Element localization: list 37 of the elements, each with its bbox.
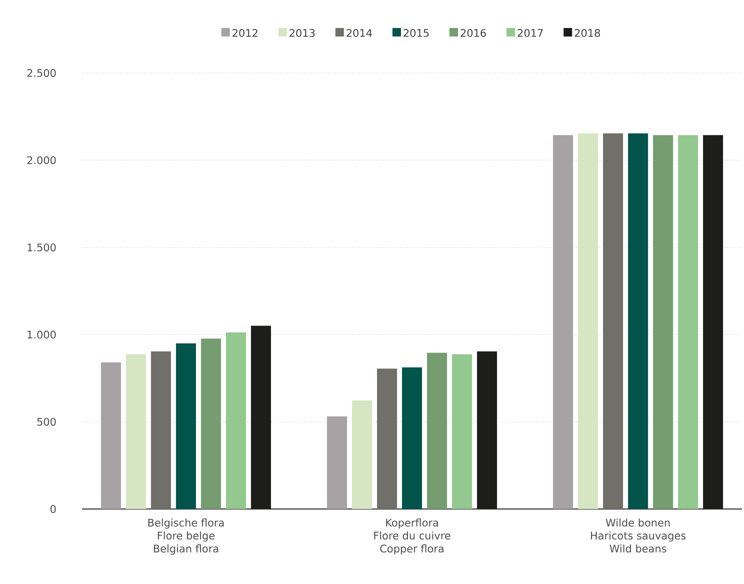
bar	[678, 135, 698, 509]
bar	[327, 416, 347, 509]
bar	[226, 332, 246, 509]
bar	[477, 351, 498, 509]
y-tick-label: 2.500	[27, 69, 56, 77]
legend-label: 2017	[518, 29, 543, 37]
bar	[100, 362, 121, 509]
legend-label: 2013	[290, 29, 315, 37]
y-tick-label: 500	[37, 418, 56, 426]
bar	[377, 368, 398, 509]
bar	[427, 352, 448, 509]
legend-label: 2012	[232, 29, 258, 37]
bar	[628, 133, 648, 509]
bar	[578, 133, 598, 509]
bar	[452, 354, 472, 509]
legend-label: 2014	[346, 29, 372, 37]
bar	[352, 400, 372, 509]
legend-label: 2018	[574, 29, 600, 37]
bar	[150, 351, 171, 509]
x-tick-label: Wilde bonen Haricots sauvages Wild beans	[591, 518, 686, 553]
x-tick-label: Belgische flora Flore belge Belgian flora	[148, 518, 224, 555]
y-tick-label: 0	[50, 505, 56, 513]
bar	[250, 326, 271, 509]
y-tick-label: 2.000	[27, 156, 56, 164]
bar	[402, 367, 422, 509]
bar	[703, 135, 724, 509]
bar	[553, 135, 574, 509]
y-tick-label: 1.500	[28, 243, 56, 252]
legend-label: 2016	[460, 29, 486, 37]
x-tick-label: Koperflora Flore du cuivre Copper flora	[374, 518, 450, 555]
bar	[653, 135, 674, 509]
bar	[176, 343, 196, 509]
bar	[200, 338, 221, 509]
y-tick-label: 1.000	[28, 330, 56, 339]
bar	[126, 354, 146, 509]
legend-label: 2015	[404, 29, 429, 37]
bar	[603, 133, 624, 509]
